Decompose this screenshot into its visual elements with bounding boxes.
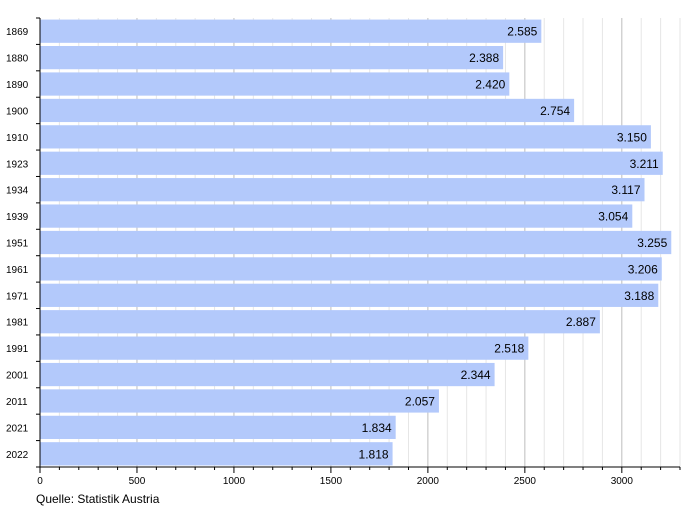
source-note: Quelle: Statistik Austria [36, 492, 160, 506]
bar-2022 [40, 442, 393, 466]
value-label-2011: 2.057 [405, 394, 435, 408]
x-tick-label-1000: 1000 [223, 476, 246, 487]
category-label-2011: 2011 [6, 397, 28, 408]
bar-1951 [40, 230, 672, 255]
value-label-1900: 2.754 [540, 104, 570, 118]
category-label-1923: 1923 [6, 159, 29, 170]
x-tick-label-500: 500 [129, 476, 146, 487]
category-label-1951: 1951 [6, 239, 29, 250]
bar-1934 [40, 178, 645, 202]
bar-1961 [40, 257, 662, 281]
category-label-1869: 1869 [6, 27, 29, 38]
bar-2001 [40, 362, 495, 387]
value-label-1971: 3.188 [624, 289, 654, 303]
value-label-2022: 1.818 [359, 447, 389, 461]
category-label-1971: 1971 [6, 291, 29, 302]
bar-1890 [40, 72, 510, 96]
value-label-1910: 3.150 [617, 130, 647, 144]
category-label-1890: 1890 [6, 80, 29, 91]
category-label-1981: 1981 [6, 318, 29, 329]
x-tick-label-2000: 2000 [417, 476, 440, 487]
category-label-1939: 1939 [6, 212, 29, 223]
value-label-1961: 3.206 [628, 262, 658, 276]
bar-1981 [40, 310, 600, 334]
bar-1991 [40, 336, 529, 360]
x-tick-label-0: 0 [37, 476, 43, 487]
value-label-1869: 2.585 [507, 25, 537, 39]
bar-2021 [40, 415, 396, 440]
category-label-2021: 2021 [6, 423, 29, 434]
value-label-1991: 2.518 [494, 342, 524, 356]
bars [40, 19, 672, 466]
category-label-1991: 1991 [6, 344, 29, 355]
bar-1910 [40, 125, 651, 149]
x-tick-label-1500: 1500 [320, 476, 343, 487]
category-label-1934: 1934 [6, 186, 29, 197]
value-label-1981: 2.887 [566, 315, 596, 329]
category-label-1961: 1961 [6, 265, 29, 276]
bar-1971 [40, 283, 659, 307]
x-tick-label-2500: 2500 [514, 476, 537, 487]
value-label-1934: 3.117 [611, 183, 640, 197]
bar-2011 [40, 389, 439, 413]
value-label-2021: 1.834 [362, 421, 392, 435]
category-label-1880: 1880 [6, 54, 29, 65]
value-label-1890: 2.420 [475, 78, 505, 92]
category-label-1910: 1910 [6, 133, 29, 144]
value-label-1923: 3.211 [630, 157, 659, 171]
bar-1869 [40, 19, 542, 43]
category-label-2022: 2022 [6, 450, 29, 461]
bar-1939 [40, 204, 633, 228]
value-label-1951: 3.255 [637, 236, 667, 250]
axes: 1869 2.585 1880 2.388 1890 2.420 1900 2.754 1910… [6, 17, 681, 487]
category-label-2001: 2001 [6, 371, 29, 382]
bar-1880 [40, 45, 504, 70]
bar-1900 [40, 98, 575, 123]
value-label-2001: 2.344 [461, 368, 491, 382]
bar-1923 [40, 151, 663, 175]
category-label-1900: 1900 [6, 106, 29, 117]
value-label-1939: 3.054 [598, 210, 628, 224]
x-tick-label-3000: 3000 [611, 476, 634, 487]
value-label-1880: 2.388 [469, 51, 499, 65]
